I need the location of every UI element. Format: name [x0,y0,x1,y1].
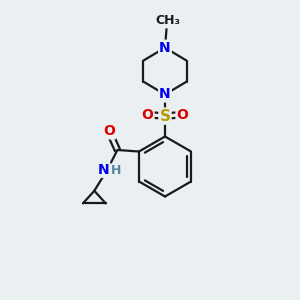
Text: CH₃: CH₃ [155,14,181,27]
Text: N: N [159,88,171,101]
Text: O: O [142,108,154,122]
Text: O: O [103,124,115,138]
Text: H: H [111,164,121,178]
Text: S: S [160,109,170,124]
Text: N: N [159,41,171,55]
Text: N: N [98,163,109,177]
Text: O: O [176,108,188,122]
